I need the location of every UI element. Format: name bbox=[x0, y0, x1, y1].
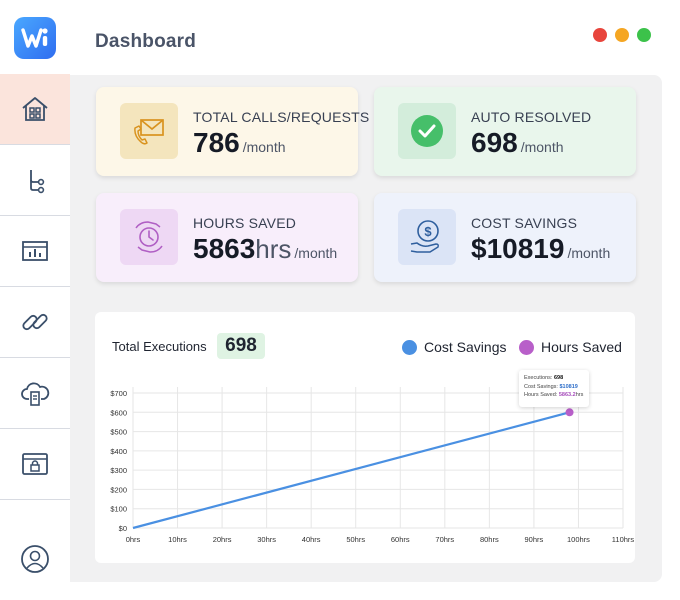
y-tick-label: $600 bbox=[110, 408, 127, 417]
tooltip-value: 698 bbox=[553, 375, 564, 381]
x-tick-label: 20hrs bbox=[213, 535, 232, 544]
stat-card-hours-saved[interactable]: HOURS SAVED 5863hrs/month bbox=[96, 193, 358, 282]
svg-text:$: $ bbox=[424, 224, 432, 239]
stat-value: $10819 bbox=[471, 233, 565, 264]
stat-label: TOTAL CALLS/REQUESTS bbox=[193, 109, 370, 125]
stat-card-cost-savings[interactable]: $ COST SAVINGS $10819/month bbox=[374, 193, 636, 282]
sidebar-item-home[interactable] bbox=[0, 74, 70, 145]
stat-unit: /month bbox=[520, 139, 564, 155]
sidebar bbox=[0, 74, 70, 598]
chart-tooltip: Executions: 698 Cost Savings: $10819 Hou… bbox=[519, 370, 589, 407]
email-phone-icon bbox=[134, 119, 164, 145]
x-tick-label: 90hrs bbox=[525, 535, 544, 544]
legend-label: Hours Saved bbox=[541, 339, 622, 355]
executions-count-badge: 698 bbox=[217, 333, 265, 359]
link-icon bbox=[22, 313, 48, 331]
y-tick-label: $300 bbox=[110, 466, 127, 475]
tooltip-label: Executions: bbox=[524, 375, 553, 381]
home-icon bbox=[22, 97, 48, 121]
x-tick-label: 110hrs bbox=[612, 535, 635, 544]
x-tick-label: 60hrs bbox=[391, 535, 410, 544]
sidebar-item-security[interactable] bbox=[0, 429, 70, 500]
tooltip-unit: hrs bbox=[575, 392, 584, 398]
x-tick-label: 0hrs bbox=[126, 535, 141, 544]
tooltip-label: Hours Saved: bbox=[524, 392, 558, 398]
tooltip-hours-row: Hours Saved: 5863.2hrs bbox=[524, 391, 589, 400]
stat-value-suffix: hrs bbox=[255, 234, 292, 264]
y-tick-label: $400 bbox=[110, 447, 127, 456]
stat-label: COST SAVINGS bbox=[471, 215, 578, 231]
stat-value: 5863 bbox=[193, 233, 256, 264]
close-window-button[interactable] bbox=[593, 28, 607, 42]
time-hands-icon bbox=[135, 221, 163, 253]
legend-hours-saved[interactable]: Hours Saved bbox=[519, 339, 622, 355]
stat-label: HOURS SAVED bbox=[193, 215, 297, 231]
sidebar-item-reports[interactable] bbox=[0, 216, 70, 287]
series-line-cost-savings bbox=[132, 411, 570, 530]
icon-box bbox=[120, 209, 178, 265]
workflow-icon bbox=[30, 170, 45, 194]
x-tick-label: 40hrs bbox=[302, 535, 321, 544]
app-logo[interactable] bbox=[14, 17, 56, 59]
stat-value: 786 bbox=[193, 127, 240, 158]
x-tick-label: 50hrs bbox=[346, 535, 365, 544]
x-tick-label: 80hrs bbox=[480, 535, 499, 544]
report-icon bbox=[22, 241, 48, 261]
executions-line-chart: 0hrs 10hrs 20hrs 30hrs 40hrs 50hrs 60hrs 70hrs 8… bbox=[110, 387, 635, 544]
executions-chart-card: Total Executions 698 Cost Savings Hours … bbox=[95, 312, 635, 563]
stat-card-total-calls[interactable]: TOTAL CALLS/REQUESTS 786/month bbox=[96, 87, 369, 176]
stat-unit: /month bbox=[242, 139, 286, 155]
icon-box bbox=[398, 103, 456, 159]
x-tick-label: 30hrs bbox=[257, 535, 276, 544]
browser-lock-icon bbox=[22, 453, 48, 475]
sidebar-item-cloud[interactable] bbox=[0, 358, 70, 429]
y-tick-label: $200 bbox=[110, 485, 127, 494]
hours-saved-marker bbox=[565, 408, 574, 417]
x-tick-label: 10hrs bbox=[168, 535, 187, 544]
tooltip-value: $10819 bbox=[559, 383, 578, 390]
sidebar-item-workflow[interactable] bbox=[0, 145, 70, 216]
stat-value: 698 bbox=[471, 127, 518, 158]
x-tick-label: 100hrs bbox=[567, 535, 590, 544]
stat-unit: /month bbox=[294, 245, 338, 261]
legend-dot bbox=[402, 339, 417, 355]
y-tick-label: $100 bbox=[110, 505, 127, 514]
dollar-hand-icon: $ bbox=[410, 220, 439, 253]
y-tick-label: $700 bbox=[110, 389, 127, 398]
tooltip-value: 5863.2 bbox=[558, 392, 576, 398]
logo-w-icon bbox=[21, 28, 48, 48]
stat-card-auto-resolved[interactable]: AUTO RESOLVED 698/month bbox=[374, 87, 636, 176]
tooltip-executions-row: Executions: 698 bbox=[524, 374, 589, 383]
tooltip-label: Cost Savings: bbox=[524, 383, 558, 390]
legend-label: Cost Savings bbox=[424, 339, 507, 355]
page-title: Dashboard bbox=[95, 31, 197, 52]
icon-box: $ bbox=[398, 209, 456, 265]
stat-label: AUTO RESOLVED bbox=[471, 109, 592, 125]
executions-label: Total Executions bbox=[112, 339, 207, 354]
stat-unit: /month bbox=[567, 245, 611, 261]
sidebar-item-profile[interactable] bbox=[0, 520, 70, 598]
dashboard-main: TOTAL CALLS/REQUESTS 786/month AUTO RESO… bbox=[70, 75, 662, 582]
user-icon bbox=[21, 545, 49, 573]
window-controls bbox=[593, 28, 651, 42]
x-tick-label: 70hrs bbox=[435, 535, 454, 544]
check-circle-icon bbox=[411, 115, 443, 147]
cloud-server-icon bbox=[21, 382, 50, 406]
minimize-window-button[interactable] bbox=[615, 28, 629, 42]
y-tick-label: $0 bbox=[119, 524, 127, 533]
icon-box bbox=[120, 103, 178, 159]
sidebar-item-integrations[interactable] bbox=[0, 287, 70, 358]
maximize-window-button[interactable] bbox=[637, 28, 651, 42]
legend-dot bbox=[519, 339, 534, 355]
y-tick-label: $500 bbox=[110, 428, 127, 437]
tooltip-cost-row: Cost Savings: $10819 bbox=[524, 383, 589, 392]
legend-cost-savings[interactable]: Cost Savings bbox=[402, 339, 506, 355]
